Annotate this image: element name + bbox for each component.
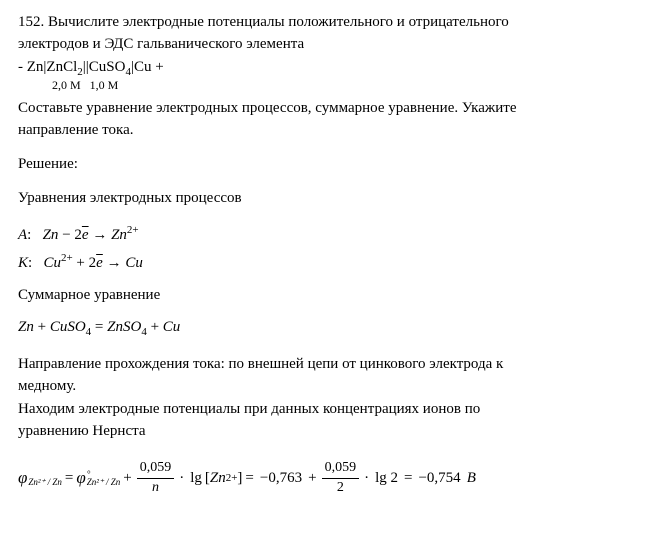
summary-equation: Zn + CuSO4 = ZnSO4 + Cu xyxy=(18,317,638,340)
eq-sign-2: = xyxy=(245,468,253,488)
nernst-text-2: уравнению Нернста xyxy=(18,423,146,439)
eq-cathode: K: Cu2+ + 2e → Cu xyxy=(18,251,638,273)
problem-line-3a: Составьте уравнение электродных процессо… xyxy=(18,98,638,118)
frac2-den: 2 xyxy=(334,479,347,498)
eqA-minus: − xyxy=(62,227,70,243)
unit: В xyxy=(467,468,476,488)
problem-text-3b: направление тока. xyxy=(18,122,134,138)
ion-charge: 2+ xyxy=(226,471,238,486)
eqK-ebar: e xyxy=(96,255,103,271)
eq-heading: Уравнения электродных процессов xyxy=(18,188,638,208)
eqA-arrow: → xyxy=(92,227,107,243)
sum-eq-sign: = xyxy=(95,319,103,335)
eqA-lhs: Zn xyxy=(43,227,59,243)
eqA-rhs: Zn xyxy=(111,227,127,243)
eqK-lhs: Cu xyxy=(43,255,61,271)
conc-1: 2,0 М xyxy=(52,77,81,93)
problem-line-3b: направление тока. xyxy=(18,120,638,140)
eqA-ebar: e xyxy=(82,227,89,243)
concentration-row: 2,0 М 1,0 М xyxy=(18,77,638,93)
sum-plus1: + xyxy=(38,319,46,335)
problem-line-1: 152. Вычислите электродные потенциалы по… xyxy=(18,12,638,32)
sum-plus2: + xyxy=(151,319,159,335)
cell-notation: - Zn|ZnCl2||CuSO4|Cu + xyxy=(18,57,638,80)
phi-char-1: φ xyxy=(18,467,27,490)
frac-2: 0,059 2 xyxy=(322,459,360,498)
plus-2: + xyxy=(308,468,316,488)
frac1-den: n xyxy=(149,479,162,498)
eqK-plus: + xyxy=(76,255,84,271)
eqA-rhs-charge: 2+ xyxy=(127,224,139,236)
solution-label: Решение: xyxy=(18,154,638,174)
problem-text-1: Вычислите электродные потенциалы положит… xyxy=(48,14,509,30)
sum-t3sub: 4 xyxy=(141,326,147,338)
direction-text-1: Направление прохождения тока: по внешней… xyxy=(18,356,503,372)
phi-scripts-1: Zn²⁺ / Zn xyxy=(28,470,61,486)
solution-label-text: Решение: xyxy=(18,156,78,172)
sum-t3: ZnSO xyxy=(107,319,141,335)
phi-sub-2: Zn²⁺ / Zn xyxy=(87,478,120,486)
frac2-num: 0,059 xyxy=(322,459,360,479)
eq-heading-text: Уравнения электродных процессов xyxy=(18,190,242,206)
eqK-label: K xyxy=(18,255,28,271)
problem-text-2: электродов и ЭДС гальванического элемент… xyxy=(18,36,304,52)
lg2: lg 2 xyxy=(375,468,398,488)
sum-heading-text: Суммарное уравнение xyxy=(18,287,160,303)
cell-suffix: |Cu + xyxy=(131,59,164,75)
nernst-equation: φ Zn²⁺ / Zn = φ ° Zn²⁺ / Zn + 0,059 n · … xyxy=(18,459,638,498)
rbr: ] xyxy=(237,468,242,488)
eqK-colon: : xyxy=(28,255,32,271)
problem-line-2: электродов и ЭДС гальванического элемент… xyxy=(18,34,638,54)
electrode-equations: A: Zn − 2e → Zn2+ K: Cu2+ + 2e → Cu xyxy=(18,223,638,274)
phi-std: φ ° Zn²⁺ / Zn xyxy=(76,467,120,490)
sum-t2sub: 4 xyxy=(86,326,92,338)
phi-sub-1: Zn²⁺ / Zn xyxy=(28,478,61,486)
nernst-line-1: Находим электродные потенциалы при данны… xyxy=(18,399,638,419)
val1: −0,763 xyxy=(260,468,302,488)
sum-heading: Суммарное уравнение xyxy=(18,285,638,305)
lg-1: lg xyxy=(190,468,202,488)
problem-text-3a: Составьте уравнение электродных процессо… xyxy=(18,100,517,116)
eqK-arrow: → xyxy=(107,255,122,271)
ion: Zn xyxy=(210,468,226,488)
frac-1: 0,059 n xyxy=(137,459,175,498)
phi-scripts-2: ° Zn²⁺ / Zn xyxy=(87,470,120,486)
conc-2: 1,0 М xyxy=(90,77,119,93)
phi-left: φ Zn²⁺ / Zn xyxy=(18,467,62,490)
dot-1: · xyxy=(179,468,184,488)
direction-text-2: медному. xyxy=(18,378,76,394)
nernst-line-2: уравнению Нернста xyxy=(18,421,638,441)
direction-line-1: Направление прохождения тока: по внешней… xyxy=(18,354,638,374)
sum-t4: Cu xyxy=(163,319,181,335)
eqK-rhs: Cu xyxy=(125,255,143,271)
eq-anode: A: Zn − 2e → Zn2+ xyxy=(18,223,638,245)
frac1-num: 0,059 xyxy=(137,459,175,479)
plus-1: + xyxy=(123,468,131,488)
eq-sign-1: = xyxy=(65,468,73,488)
sum-t1: Zn xyxy=(18,319,34,335)
direction-line-2: медному. xyxy=(18,376,638,396)
eq-sign-3: = xyxy=(404,468,412,488)
result: −0,754 xyxy=(418,468,460,488)
cell-prefix: - Zn|ZnCl xyxy=(18,59,77,75)
eqA-label: A xyxy=(18,227,27,243)
cell-mid: ||CuSO xyxy=(83,59,126,75)
phi-char-2: φ xyxy=(76,467,85,490)
eqA-coef: 2 xyxy=(74,227,82,243)
eqK-lhs-charge: 2+ xyxy=(61,252,73,264)
nernst-text-1: Находим электродные потенциалы при данны… xyxy=(18,401,480,417)
dot-2: · xyxy=(364,468,369,488)
eqA-colon: : xyxy=(27,227,31,243)
sum-t2: CuSO xyxy=(50,319,86,335)
problem-number: 152. xyxy=(18,14,44,30)
